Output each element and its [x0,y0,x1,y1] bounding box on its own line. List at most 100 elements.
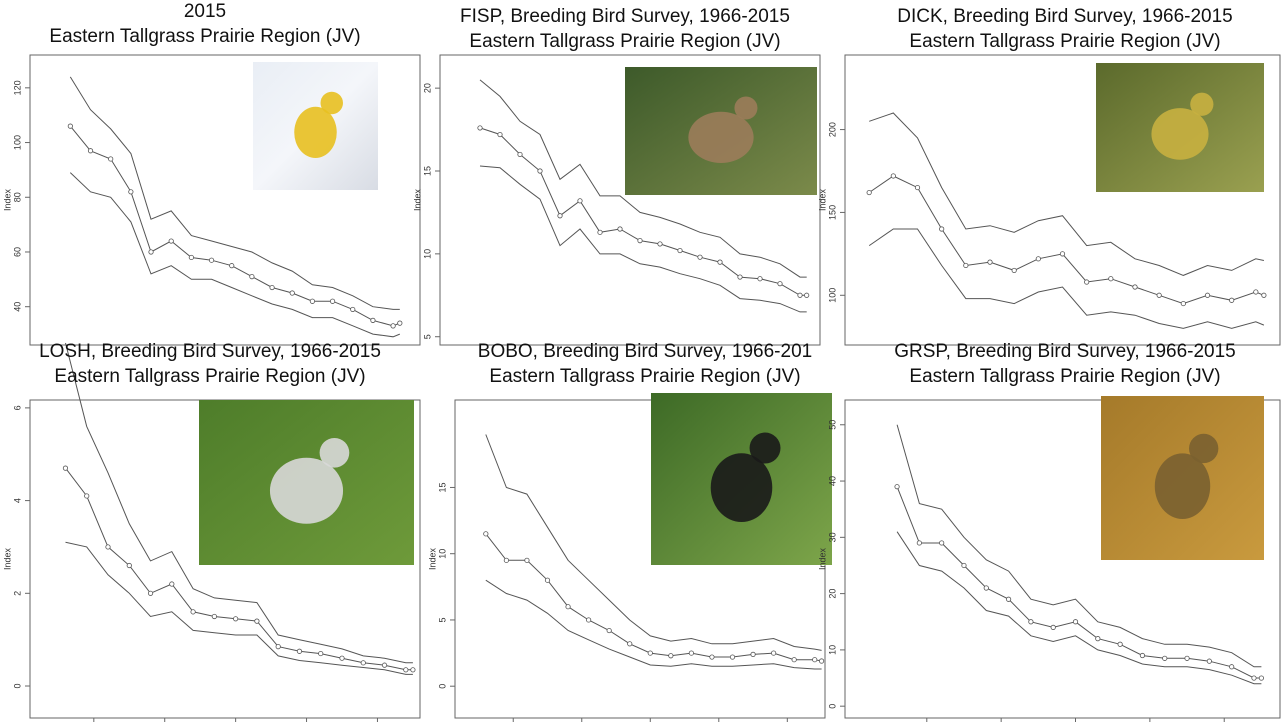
point [350,306,356,313]
point [688,650,694,656]
point [390,323,396,329]
bird-head [1190,92,1214,116]
point [517,151,523,158]
point [1180,300,1186,307]
bird-photo [1096,63,1264,192]
point [211,613,217,620]
y-tick-label: 50 [827,420,837,430]
point [577,198,583,204]
point [1162,655,1168,661]
y-axis-label: Index [412,188,422,211]
bird-head [734,96,758,120]
y-tick-label: 2 [12,591,22,596]
point [737,274,743,280]
series-line [868,175,1265,305]
series-line [869,112,1265,276]
series-line [69,76,400,310]
chart-subtitle: Eastern Tallgrass Prairie Region (JV) [54,366,365,387]
y-tick-label: 20 [422,83,432,93]
point [1253,289,1259,295]
series-line [65,342,413,664]
bird-head [749,432,781,464]
point [397,320,403,326]
point [1028,619,1034,625]
y-tick-label: 60 [12,247,22,257]
series-line [896,424,1262,668]
y-tick-label: 0 [827,704,837,709]
bird-head [320,91,343,115]
y-axis-label: Index [817,188,827,211]
chart-title: GRSP, Breeding Bird Survey, 1966-2015 [894,341,1236,362]
point [329,298,336,304]
point [105,544,111,550]
bird-head [319,437,350,468]
y-tick-label: 10 [827,645,837,655]
point [147,590,154,596]
point [586,617,592,623]
point [987,259,993,265]
series-line [485,533,822,662]
point [557,213,563,219]
y-tick-label: 10 [422,249,432,259]
point [637,238,643,244]
series-line [65,541,413,675]
point [617,226,623,232]
point [537,168,543,174]
bird-photo [651,393,832,565]
point [168,238,174,244]
point [983,585,989,591]
y-tick-label: 10 [437,549,447,559]
point [627,641,633,647]
series-line [896,486,1262,679]
bird-photo [253,62,378,190]
point [1108,276,1114,282]
point [233,616,239,622]
point [62,465,69,471]
series-line [868,228,1265,329]
point [597,229,603,235]
bird-photo [199,400,414,565]
point [381,662,388,668]
point [249,274,255,280]
point [757,276,763,282]
point [67,123,73,129]
series-line [485,579,822,670]
point [108,156,114,162]
point [657,241,663,247]
point [1261,292,1267,298]
point [1035,256,1041,262]
series-line [479,127,807,296]
point [1139,652,1146,659]
y-tick-label: 5 [422,334,432,339]
point [1117,641,1123,647]
point [812,657,818,663]
point [939,540,945,546]
y-tick-label: 5 [437,617,447,622]
plot-frame [844,399,1281,719]
y-tick-label: 15 [437,482,447,492]
chart-title: FISP, Breeding Bird Survey, 1966-2015 [460,6,790,27]
point [1258,675,1265,681]
point [410,667,416,673]
point [1050,624,1056,630]
point [963,262,969,269]
bird-body [688,111,754,163]
chart-title: DICK, Breeding Bird Survey, 1966-2015 [897,6,1233,27]
y-tick-label: 100 [827,288,837,303]
point [914,184,921,191]
point [771,650,777,656]
y-tick-label: 80 [12,192,22,202]
point [1251,675,1257,681]
point [483,531,489,537]
chart-title: 2015 [184,1,226,22]
point [1229,664,1235,670]
point [939,226,945,232]
point [606,627,612,634]
point [169,581,175,587]
y-tick-label: 20 [827,589,837,599]
point [126,562,132,569]
y-tick-label: 0 [12,684,22,689]
point [797,292,803,298]
point [894,484,900,490]
